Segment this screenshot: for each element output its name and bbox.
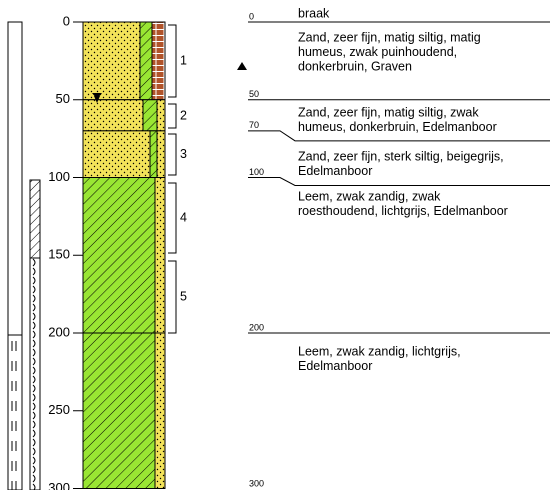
layer-description: Edelmanboor xyxy=(298,359,372,373)
soil-layer xyxy=(155,333,165,489)
soil-layer xyxy=(83,333,155,489)
sample-label: 1 xyxy=(180,53,187,67)
sample-bracket xyxy=(168,261,176,333)
depth-tick-label: 250 xyxy=(48,402,70,417)
depth-tick-label: 150 xyxy=(48,247,70,262)
layer-top-label: 50 xyxy=(249,89,259,99)
soil-layer xyxy=(83,22,140,100)
depth-tick-label: 100 xyxy=(48,169,70,184)
layer-description: donkerbruin, Graven xyxy=(298,59,412,73)
soil-layer xyxy=(83,131,150,178)
surface-note: braak xyxy=(298,6,330,20)
sample-label: 3 xyxy=(180,147,187,161)
soil-layer xyxy=(152,22,165,100)
borehole-log: braak 300 050100150200250300123450Zand, … xyxy=(0,0,550,490)
layer-top-label: 200 xyxy=(249,322,264,332)
sample-label: 2 xyxy=(180,108,187,122)
soil-layer xyxy=(155,178,165,334)
layer-description: Zand, zeer fijn, matig siltig, zwak xyxy=(298,105,479,119)
soil-layer xyxy=(157,100,165,131)
layer-top-label: 0 xyxy=(249,11,254,21)
layer-description: Zand, zeer fijn, sterk siltig, beigegrij… xyxy=(298,149,504,163)
marker-triangle xyxy=(237,62,247,70)
layer-description: Edelmanboor xyxy=(298,164,372,178)
soil-layer xyxy=(140,22,152,100)
sample-bracket xyxy=(168,183,176,253)
soil-column xyxy=(83,22,165,489)
depth-tick-label: 300 xyxy=(48,480,70,490)
soil-layer xyxy=(157,131,165,178)
soil-layer xyxy=(83,178,155,334)
layer-description: Leem, zwak zandig, zwak xyxy=(298,189,441,203)
layer-description: Leem, zwak zandig, lichtgrijs, xyxy=(298,344,461,358)
layer-description: Zand, zeer fijn, matig siltig, matig xyxy=(298,30,481,44)
sample-bracket xyxy=(168,134,176,175)
layer-top-label: 100 xyxy=(249,167,264,177)
sample-label: 4 xyxy=(180,210,187,224)
depth-tick-label: 200 xyxy=(48,324,70,339)
depth-tick-label: 50 xyxy=(56,91,70,106)
left-columns xyxy=(8,22,40,490)
bottom-depth: 300 xyxy=(249,478,264,488)
layer-boundary xyxy=(248,178,550,186)
sample-bracket xyxy=(168,25,176,97)
soil-layer xyxy=(83,100,143,131)
depth-tick-label: 0 xyxy=(63,13,70,28)
soil-layer xyxy=(150,131,157,178)
soil-layer xyxy=(143,100,157,131)
layer-description: roesthoudend, lichtgrijs, Edelmanboor xyxy=(298,204,508,218)
layer-description: humeus, donkerbruin, Edelmanboor xyxy=(298,120,497,134)
sample-label: 5 xyxy=(180,289,187,303)
layer-description: humeus, zwak puinhoudend, xyxy=(298,45,457,59)
layer-top-label: 70 xyxy=(249,120,259,130)
sample-bracket xyxy=(168,104,176,128)
